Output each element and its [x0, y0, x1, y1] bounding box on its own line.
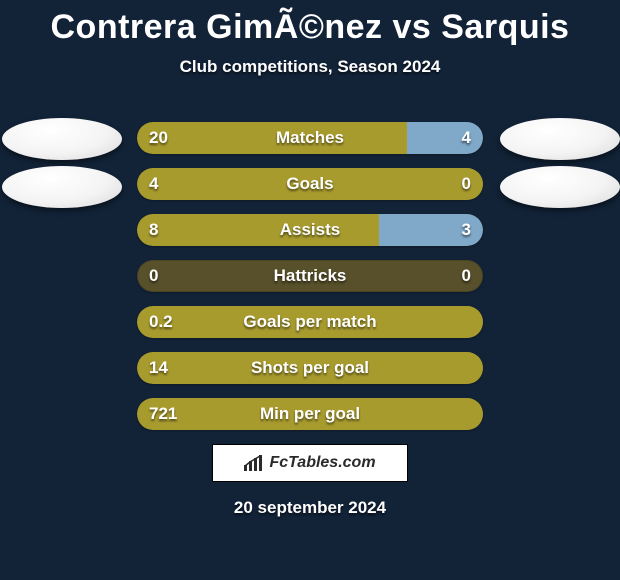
stat-label: Min per goal	[137, 398, 483, 430]
stat-row: 83Assists	[137, 214, 483, 246]
player1-team-avatar	[2, 166, 122, 208]
stat-label: Goals per match	[137, 306, 483, 338]
player2-team-avatar	[500, 166, 620, 208]
stat-row: 0.2Goals per match	[137, 306, 483, 338]
stat-row: 00Hattricks	[137, 260, 483, 292]
attribution-text: FcTables.com	[269, 454, 375, 472]
page-title: Contrera GimÃ©nez vs Sarquis	[0, 0, 620, 47]
stat-row: 14Shots per goal	[137, 352, 483, 384]
stat-label: Goals	[137, 168, 483, 200]
attribution-badge: FcTables.com	[212, 444, 408, 482]
stat-label: Shots per goal	[137, 352, 483, 384]
stat-label: Assists	[137, 214, 483, 246]
stat-label: Matches	[137, 122, 483, 154]
stat-row: 204Matches	[137, 122, 483, 154]
stat-row: 40Goals	[137, 168, 483, 200]
player2-avatar	[500, 118, 620, 160]
snapshot-date: 20 september 2024	[0, 498, 620, 518]
stat-row: 721Min per goal	[137, 398, 483, 430]
stat-label: Hattricks	[137, 260, 483, 292]
comparison-bars: 204Matches 40Goals 83Assists 00Hattricks 0.2…	[137, 122, 483, 444]
season-subtitle: Club competitions, Season 2024	[0, 57, 620, 77]
player1-avatar	[2, 118, 122, 160]
chart-icon	[244, 455, 264, 471]
